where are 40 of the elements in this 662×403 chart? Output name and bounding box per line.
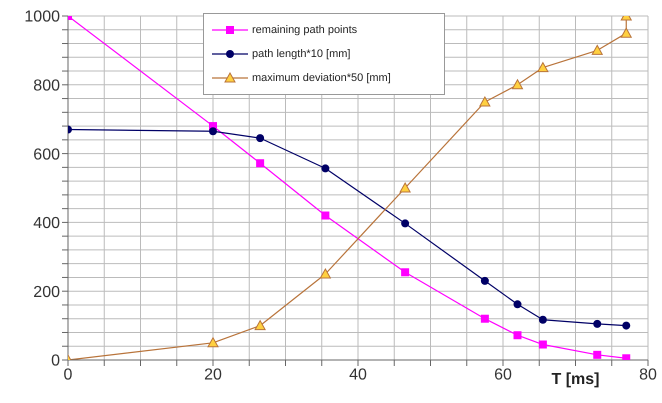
point [480, 276, 489, 285]
point [593, 320, 602, 328]
point [538, 340, 547, 349]
point [593, 350, 602, 359]
x-tick-label: 80 [639, 366, 657, 384]
point [538, 316, 547, 324]
point [480, 314, 489, 323]
x-tick-label: 20 [204, 366, 222, 384]
point [537, 62, 548, 72]
x-axis-title: T [ms] [552, 371, 600, 388]
x-tick-label: 40 [349, 366, 367, 384]
y-tick-label: 200 [33, 284, 60, 301]
y-tick-label: 1000 [24, 8, 60, 26]
y-tick-label: 800 [33, 77, 60, 94]
x-tick-label: 0 [64, 366, 73, 384]
point [514, 331, 522, 340]
point [256, 159, 264, 168]
point [208, 337, 218, 348]
legend-label: remaining path points [252, 24, 358, 36]
y-tick-label: 600 [33, 146, 60, 164]
x-tick-label: 60 [494, 366, 512, 384]
point [514, 300, 522, 308]
point [256, 134, 264, 142]
point [321, 212, 330, 220]
point [622, 322, 630, 330]
y-tick-label: 400 [33, 215, 60, 232]
point [401, 219, 410, 228]
point [401, 268, 410, 276]
point [512, 79, 523, 90]
legend-label: path length*10 [mm] [252, 48, 350, 60]
point [592, 44, 603, 55]
point [320, 268, 331, 278]
y-tick-label: 0 [51, 352, 60, 370]
point [400, 182, 411, 192]
point [479, 96, 490, 106]
point [209, 127, 217, 136]
point [321, 164, 330, 172]
point [254, 320, 266, 330]
point [620, 28, 632, 38]
legend-label: maximum deviation*50 [mm] [252, 72, 391, 84]
